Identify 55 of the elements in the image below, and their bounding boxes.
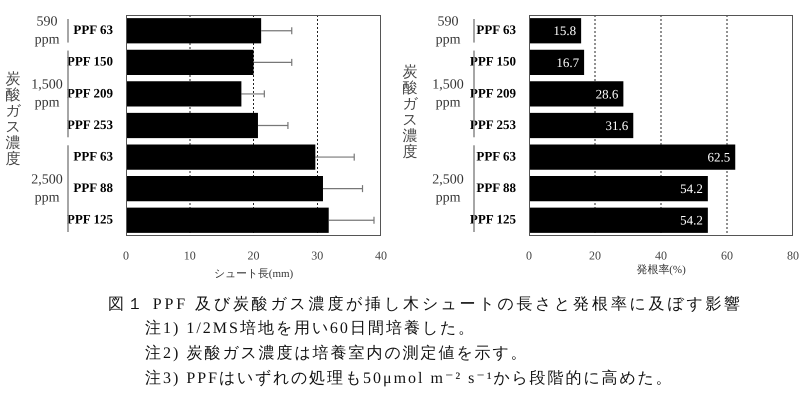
text: 590 ppm: [34, 14, 60, 48]
x-tick-label: 10: [184, 248, 196, 262]
x-tick-label: 40: [655, 248, 667, 262]
text: 2,500 ppm: [432, 172, 464, 206]
y-tick-label: PPF 209: [470, 85, 516, 100]
y-tick-label: PPF 63: [73, 22, 114, 38]
y-tick-label: PPF 63: [476, 148, 516, 164]
bar: [530, 81, 624, 107]
data-label: 54.2: [680, 181, 703, 196]
x-tick-label: 30: [311, 248, 324, 262]
bar: [126, 81, 242, 107]
y-tick-label: PPF 88: [476, 180, 516, 195]
text: 1,500 ppm: [432, 78, 464, 111]
data-label: 28.6: [596, 86, 619, 102]
caption: 図１ PPF 及び炭酸ガス濃度が挿し木シュートの長さと発根率に及ぼす影響: [108, 295, 744, 315]
text: 1,500 ppm: [31, 78, 63, 111]
y-tick-label: PPF 125: [470, 212, 516, 227]
bar: [530, 208, 708, 233]
y-axis-title: 炭酸ガス濃度: [402, 63, 418, 160]
data-label: 15.8: [553, 23, 576, 38]
x-axis-title: 発根率(%): [636, 262, 686, 276]
bar: [126, 208, 329, 233]
y-tick-label: PPF 253: [470, 116, 516, 132]
bar: [530, 18, 582, 44]
x-tick-label: 80: [787, 248, 799, 262]
bar: [530, 112, 634, 138]
x-tick-label: 0: [123, 248, 129, 262]
data-label: 54.2: [680, 212, 703, 228]
bar: [126, 112, 258, 138]
bar: [530, 176, 708, 202]
x-tick-label: 40: [375, 248, 387, 262]
x-axis-title: シュート長(mm): [214, 268, 294, 280]
x-tick-label: 0: [526, 248, 532, 262]
y-axis-title: 炭酸ガス濃度: [6, 70, 22, 168]
bar: [530, 50, 584, 75]
data-label: 16.7: [556, 54, 580, 70]
bar: [126, 176, 323, 202]
bar: [126, 50, 254, 75]
text: 2,500 ppm: [31, 172, 63, 206]
bar: [530, 144, 736, 170]
bar: [126, 144, 316, 170]
y-tick-label: PPF 63: [73, 148, 114, 164]
data-label: 62.5: [708, 149, 730, 164]
bar: [126, 18, 262, 44]
text: 590 ppm: [436, 14, 461, 48]
text: 注3) PPFはいずれの処理も50μmol m⁻² s⁻¹から段階的に高めた。: [145, 369, 674, 389]
y-tick-label: PPF 88: [73, 180, 114, 195]
data-label: 31.6: [606, 118, 629, 133]
x-tick-label: 60: [721, 248, 733, 262]
y-tick-label: PPF 150: [470, 54, 516, 69]
text: 注1) 1/2MS培地を用い60日間培養した。: [145, 319, 476, 339]
text: 注2) 炭酸ガス濃度は培養室内の測定値を示す。: [145, 344, 528, 364]
x-tick-label: 20: [589, 248, 601, 262]
y-tick-label: PPF 63: [476, 22, 516, 38]
x-tick-label: 20: [248, 248, 260, 262]
